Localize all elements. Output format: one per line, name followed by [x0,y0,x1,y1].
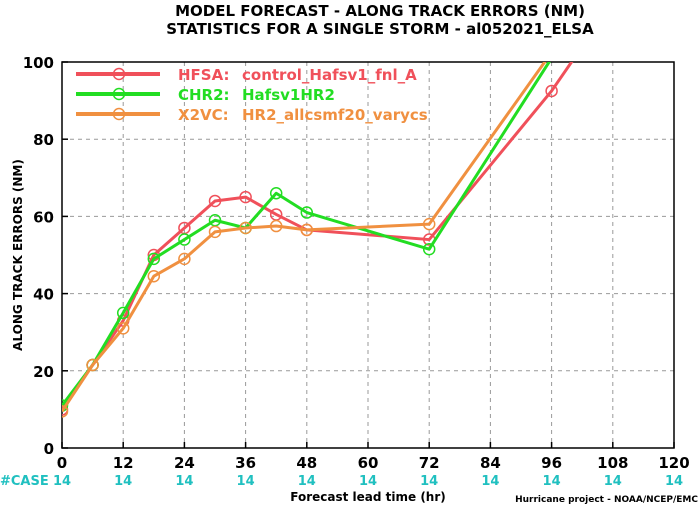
y-axis-ticks: 0 20 40 60 80 100 [23,54,68,458]
case-count: 14 [53,474,71,489]
legend-marker [112,87,126,101]
x-tick-label: 0 [57,454,67,472]
case-count: 14 [481,474,499,489]
chart-subtitle: STATISTICS FOR A SINGLE STORM - al052021… [166,20,594,38]
x-tick-label: 108 [597,454,628,472]
data-point [269,219,283,233]
data-point [62,405,69,418]
case-count: 14 [114,474,132,489]
case-count: 14 [665,474,683,489]
y-tick-label: 60 [33,208,54,226]
x-tick-label: 60 [358,454,379,472]
legend-series-description: control_Hafsv1_fnl_A [242,66,417,84]
legend-series-description: HR2_allcsmf20_varycs [242,106,428,124]
data-point [239,190,252,204]
data-point [239,221,252,235]
legend-series-description: Hafsv1HR2 [242,86,335,104]
case-count: 14 [175,474,193,489]
y-tick-label: 0 [44,440,54,458]
data-point [86,358,99,372]
x-axis-label: Forecast lead time (hr) [290,490,446,504]
case-count: 14 [359,474,377,489]
x-tick-label: 84 [480,454,501,472]
series-line [62,62,547,413]
data-point [300,223,314,237]
series-line [62,62,551,407]
data-point [208,194,222,208]
data-point [116,322,130,335]
case-count: 14 [543,474,561,489]
x-tick-label: 120 [658,454,689,472]
y-tick-label: 80 [33,131,54,149]
chart-title: MODEL FORECAST - ALONG TRACK ERRORS (NM) [175,2,585,20]
y-tick-label: 100 [23,54,54,72]
case-count: 14 [298,474,316,489]
x-tick-label: 72 [419,454,440,472]
case-label: #CASE [0,474,49,489]
y-tick-label: 40 [33,286,54,304]
data-point [422,242,436,256]
x-axis-ticks: 0 12 24 36 48 60 72 84 96 108 120 [57,442,690,472]
case-count: 14 [604,474,622,489]
series-x2vc [62,62,547,418]
data-point [147,269,161,283]
legend-series-name: CHR2: [178,86,230,104]
series-layer [62,62,574,418]
data-point [208,225,222,239]
data-point [545,84,558,98]
x-tick-label: 36 [235,454,256,472]
case-count: 14 [420,474,438,489]
footer-credit: Hurricane project - NOAA/NCEP/EMC [515,495,698,505]
x-tick-label: 12 [113,454,134,472]
legend-marker [112,67,126,81]
legend-series-name: HFSA: [178,66,230,84]
data-point [147,252,161,266]
data-point [178,233,191,246]
y-axis-label: ALONG TRACK ERRORS (NM) [11,159,25,351]
legend-marker [112,107,126,121]
data-point [178,252,191,266]
legend-series-name: X2VC: [178,106,229,124]
x-tick-label: 48 [296,454,317,472]
case-count: 14 [237,474,255,489]
data-point [300,206,314,219]
data-point [269,186,283,200]
legend: HFSA: control_Hafsv1_fnl_A CHR2: Hafsv1HR2 X… [76,66,428,124]
data-point [116,306,130,320]
case-count-row: #CASE 14 14 14 14 14 14 14 14 14 14 14 [0,474,683,489]
x-tick-label: 96 [541,454,562,472]
y-tick-label: 20 [33,363,54,381]
x-tick-label: 24 [174,454,195,472]
data-point [422,217,436,231]
